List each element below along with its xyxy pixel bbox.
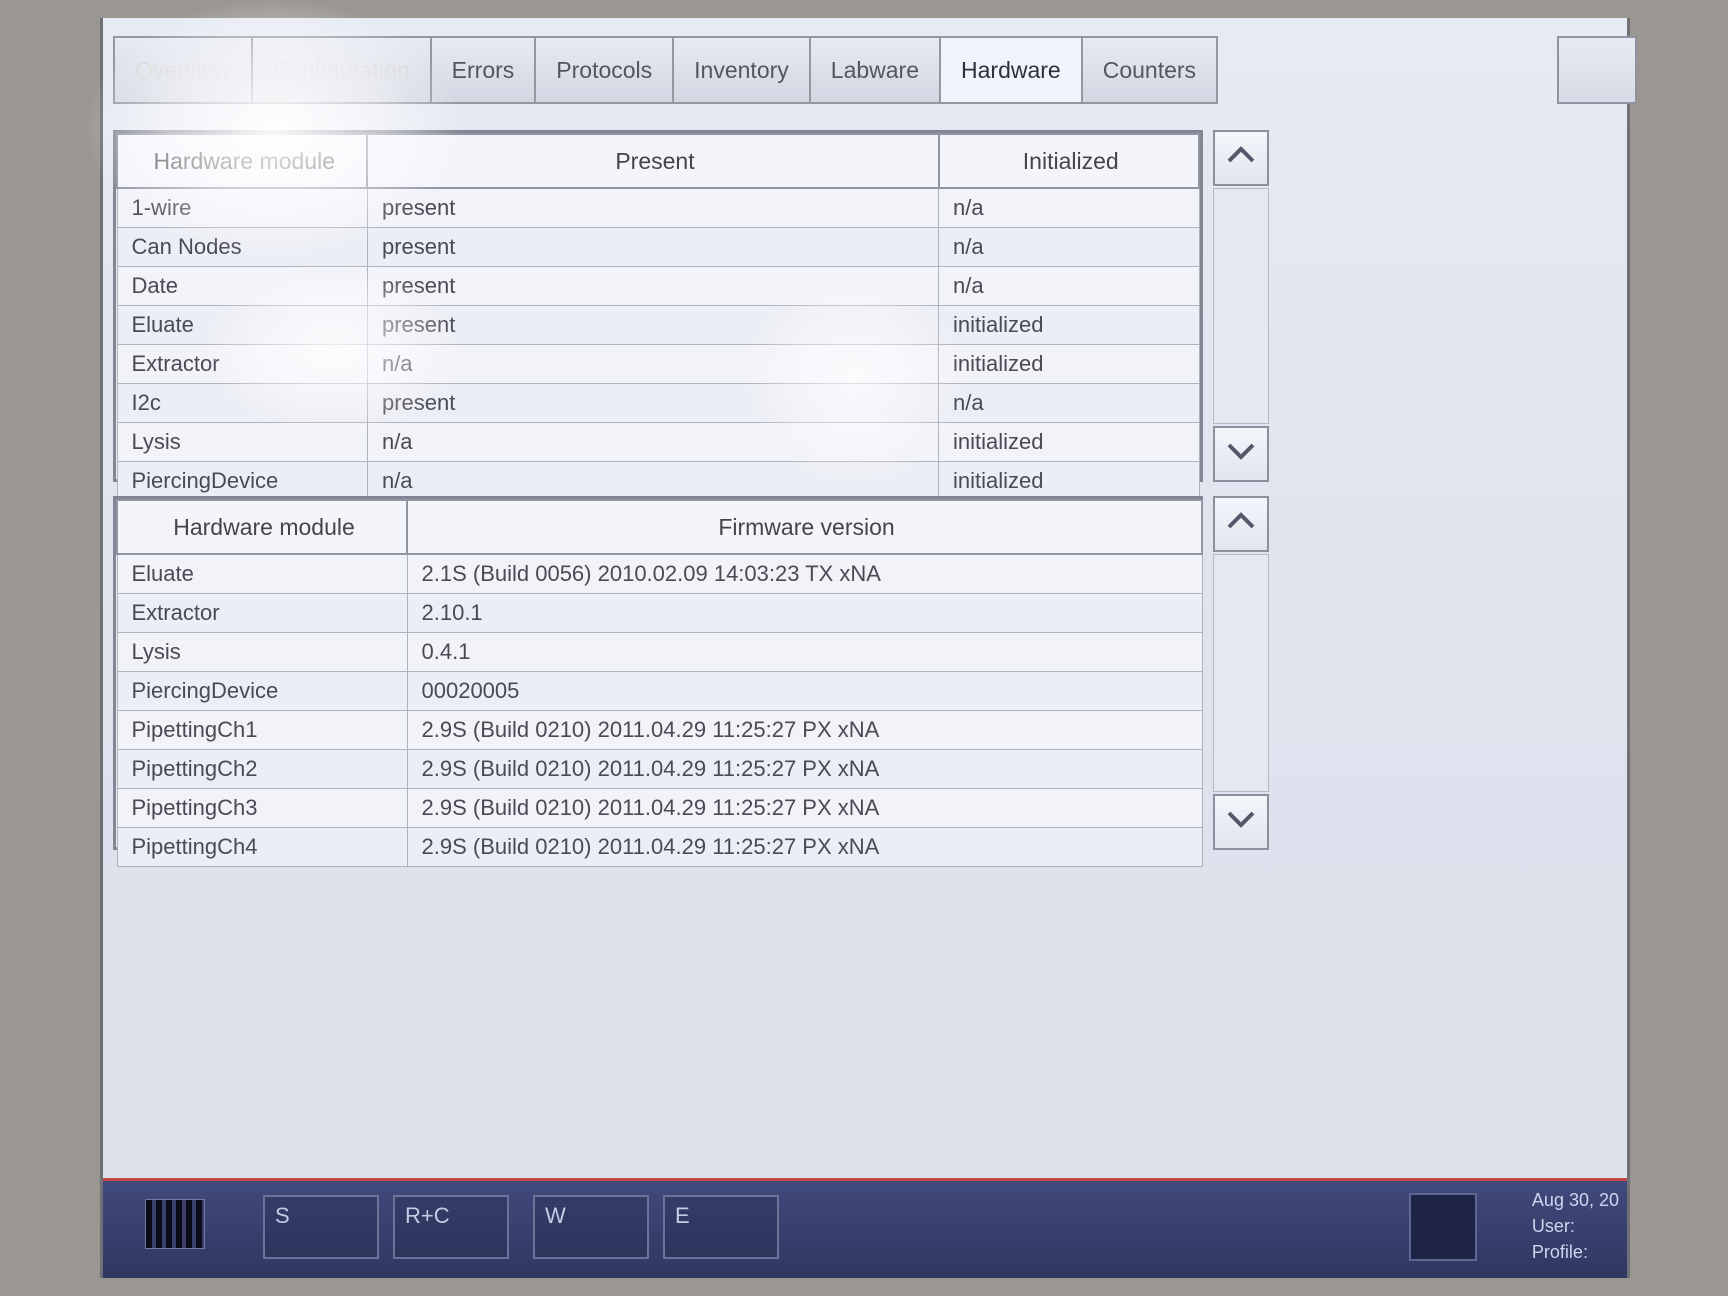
- table-row[interactable]: Datepresentn/a: [117, 267, 1199, 306]
- table-row[interactable]: PipettingCh42.9S (Build 0210) 2011.04.29…: [117, 828, 1202, 867]
- table-row[interactable]: Eluatepresentinitialized: [117, 306, 1199, 345]
- firmware-table: Hardware module Firmware version Eluate2…: [116, 499, 1203, 867]
- app-screen: Overview Configuration Errors Protocols …: [100, 18, 1630, 1278]
- scroll-down-button[interactable]: [1213, 794, 1269, 850]
- col-header-fw-version: Firmware version: [407, 500, 1202, 554]
- cell-module: PipettingCh1: [117, 711, 407, 750]
- tab-bar: Overview Configuration Errors Protocols …: [113, 36, 1216, 104]
- cell-module: Extractor: [117, 594, 407, 633]
- cell-present: n/a: [367, 345, 938, 384]
- cell-module: I2c: [117, 384, 367, 423]
- cell-initialized: n/a: [939, 384, 1200, 423]
- scroll-down-button[interactable]: [1213, 426, 1269, 482]
- table-row[interactable]: 1-wirepresentn/a: [117, 188, 1199, 228]
- cell-fw: 0.4.1: [407, 633, 1202, 672]
- table-row[interactable]: PiercingDevicen/ainitialized: [117, 462, 1199, 501]
- drawer-s-button[interactable]: S: [263, 1195, 379, 1259]
- chevron-up-icon: [1227, 145, 1255, 171]
- cell-initialized: n/a: [939, 188, 1200, 228]
- table-row[interactable]: PipettingCh22.9S (Build 0210) 2011.04.29…: [117, 750, 1202, 789]
- firmware-panel: Hardware module Firmware version Eluate2…: [113, 496, 1203, 850]
- hardware-status-scrollbar: [1213, 130, 1273, 482]
- cell-module: PiercingDevice: [117, 462, 367, 501]
- cell-module: PipettingCh4: [117, 828, 407, 867]
- table-row[interactable]: PipettingCh12.9S (Build 0210) 2011.04.29…: [117, 711, 1202, 750]
- cell-module: 1-wire: [117, 188, 367, 228]
- table-row[interactable]: Can Nodespresentn/a: [117, 228, 1199, 267]
- tab-counters[interactable]: Counters: [1081, 36, 1218, 104]
- cell-module: Can Nodes: [117, 228, 367, 267]
- cell-present: n/a: [367, 423, 938, 462]
- cell-module: Lysis: [117, 423, 367, 462]
- cell-module: Date: [117, 267, 367, 306]
- tab-configuration[interactable]: Configuration: [251, 36, 432, 104]
- tab-inventory[interactable]: Inventory: [672, 36, 811, 104]
- cell-present: present: [367, 384, 938, 423]
- drawer-w-button[interactable]: W: [533, 1195, 649, 1259]
- status-bar: S R+C W E Aug 30, 20 User: Profile:: [103, 1178, 1627, 1278]
- chevron-down-icon: [1227, 809, 1255, 835]
- tab-errors[interactable]: Errors: [430, 36, 537, 104]
- tab-protocols[interactable]: Protocols: [534, 36, 674, 104]
- table-row[interactable]: Lysis0.4.1: [117, 633, 1202, 672]
- scroll-track[interactable]: [1213, 188, 1269, 424]
- cell-initialized: initialized: [939, 423, 1200, 462]
- scroll-track[interactable]: [1213, 554, 1269, 792]
- cell-present: n/a: [367, 462, 938, 501]
- cell-module: PipettingCh2: [117, 750, 407, 789]
- drawer-e-button[interactable]: E: [663, 1195, 779, 1259]
- cell-module: Eluate: [117, 306, 367, 345]
- cell-fw: 00020005: [407, 672, 1202, 711]
- hardware-status-panel: Hardware module Present Initialized 1-wi…: [113, 130, 1203, 482]
- chevron-down-icon: [1227, 441, 1255, 467]
- status-user: User:: [1532, 1213, 1619, 1239]
- cell-fw: 2.9S (Build 0210) 2011.04.29 11:25:27 PX…: [407, 789, 1202, 828]
- tab-overview[interactable]: Overview: [113, 36, 253, 104]
- cell-module: Eluate: [117, 554, 407, 594]
- vendor-logo: [1409, 1193, 1477, 1261]
- table-row[interactable]: Extractorn/ainitialized: [117, 345, 1199, 384]
- cell-present: present: [367, 267, 938, 306]
- cell-initialized: initialized: [939, 462, 1200, 501]
- chevron-up-icon: [1227, 511, 1255, 537]
- tab-labware[interactable]: Labware: [809, 36, 941, 104]
- cell-module: Lysis: [117, 633, 407, 672]
- toolbar-overflow-button[interactable]: [1557, 36, 1637, 104]
- firmware-scrollbar: [1213, 496, 1273, 850]
- table-row[interactable]: Eluate2.1S (Build 0056) 2010.02.09 14:03…: [117, 554, 1202, 594]
- status-info: Aug 30, 20 User: Profile:: [1532, 1187, 1619, 1265]
- cell-present: present: [367, 306, 938, 345]
- status-profile: Profile:: [1532, 1239, 1619, 1265]
- scroll-up-button[interactable]: [1213, 130, 1269, 186]
- cell-present: present: [367, 228, 938, 267]
- hardware-status-table: Hardware module Present Initialized 1-wi…: [116, 133, 1200, 501]
- cell-initialized: initialized: [939, 345, 1200, 384]
- cell-module: PiercingDevice: [117, 672, 407, 711]
- cell-initialized: n/a: [939, 267, 1200, 306]
- scroll-up-button[interactable]: [1213, 496, 1269, 552]
- cell-module: Extractor: [117, 345, 367, 384]
- table-row[interactable]: Extractor2.10.1: [117, 594, 1202, 633]
- col-header-module: Hardware module: [117, 134, 367, 188]
- barcode-icon: [145, 1199, 205, 1249]
- cell-present: present: [367, 188, 938, 228]
- cell-fw: 2.9S (Build 0210) 2011.04.29 11:25:27 PX…: [407, 711, 1202, 750]
- table-row[interactable]: Lysisn/ainitialized: [117, 423, 1199, 462]
- table-row[interactable]: PiercingDevice00020005: [117, 672, 1202, 711]
- cell-initialized: n/a: [939, 228, 1200, 267]
- tab-hardware[interactable]: Hardware: [939, 36, 1083, 104]
- cell-initialized: initialized: [939, 306, 1200, 345]
- status-date: Aug 30, 20: [1532, 1187, 1619, 1213]
- table-row[interactable]: PipettingCh32.9S (Build 0210) 2011.04.29…: [117, 789, 1202, 828]
- drawer-rc-button[interactable]: R+C: [393, 1195, 509, 1259]
- table-row[interactable]: I2cpresentn/a: [117, 384, 1199, 423]
- cell-module: PipettingCh3: [117, 789, 407, 828]
- cell-fw: 2.1S (Build 0056) 2010.02.09 14:03:23 TX…: [407, 554, 1202, 594]
- col-header-initialized: Initialized: [939, 134, 1200, 188]
- col-header-present: Present: [367, 134, 938, 188]
- cell-fw: 2.9S (Build 0210) 2011.04.29 11:25:27 PX…: [407, 750, 1202, 789]
- cell-fw: 2.9S (Build 0210) 2011.04.29 11:25:27 PX…: [407, 828, 1202, 867]
- col-header-fw-module: Hardware module: [117, 500, 407, 554]
- cell-fw: 2.10.1: [407, 594, 1202, 633]
